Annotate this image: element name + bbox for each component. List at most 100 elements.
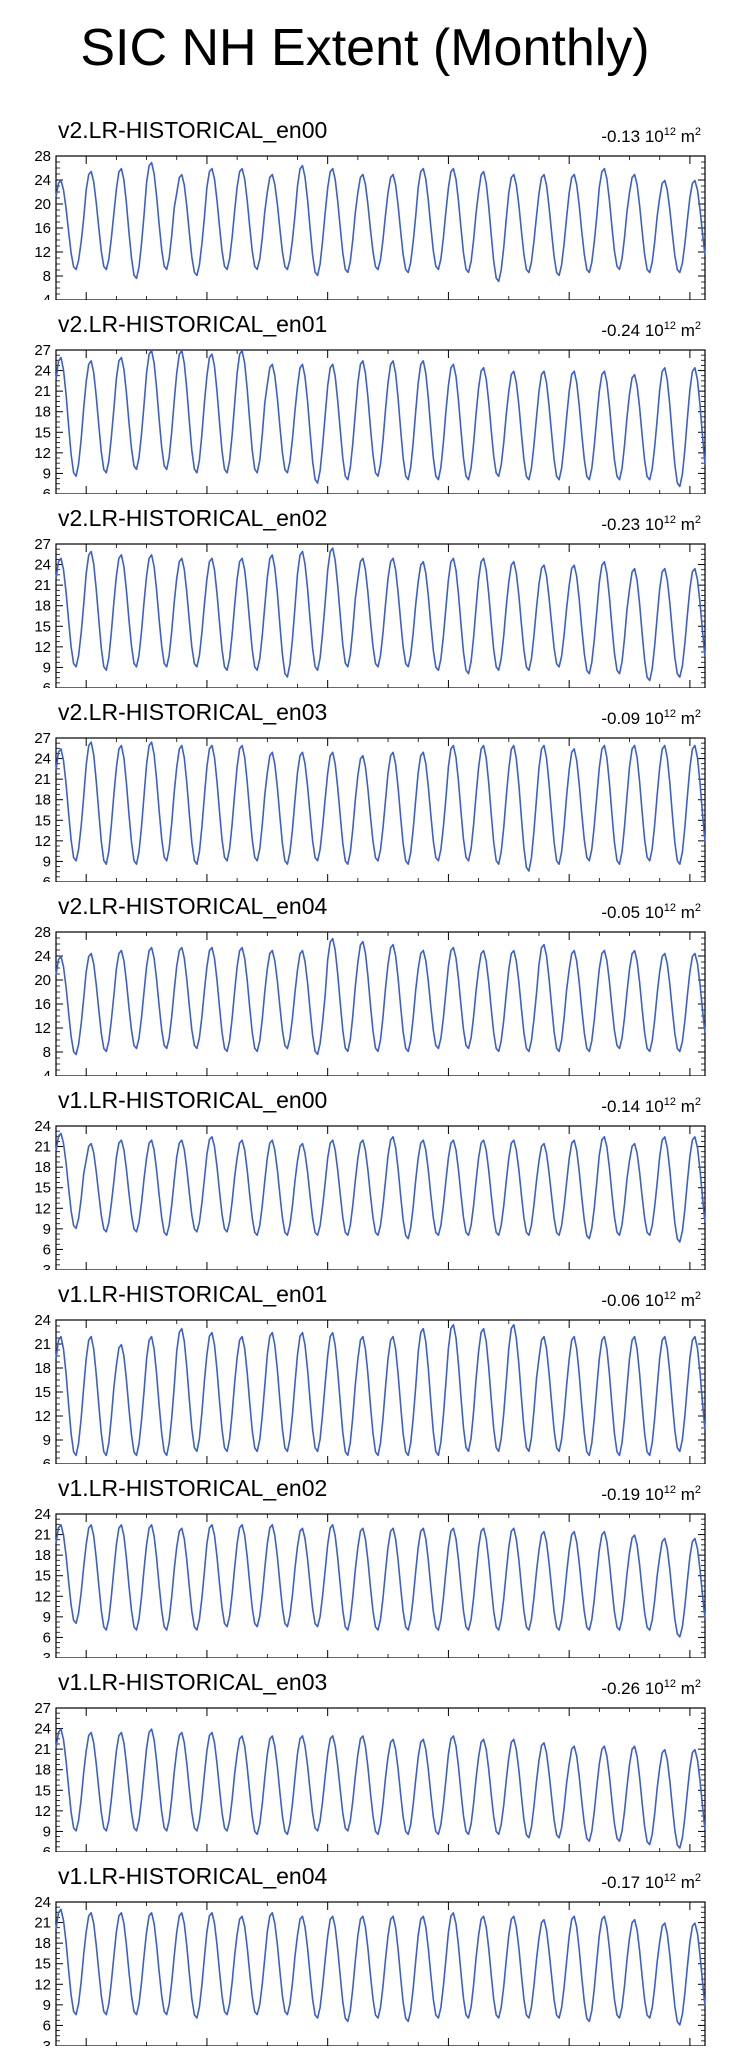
y-tick-label: 15 [34, 1568, 51, 1585]
trend-value: -0.14 10 [601, 1097, 663, 1116]
y-tick-label: 6 [43, 1241, 51, 1258]
y-tick-label: 4 [43, 292, 51, 300]
y-tick-label: 15 [34, 424, 51, 441]
y-tick-label: 24 [34, 363, 51, 380]
chart-panel-2: v2.LR-HISTORICAL_en02-0.23 1012 m2691215… [34, 505, 706, 688]
y-tick-label: 27 [34, 536, 51, 553]
series-line [55, 1132, 706, 1243]
trend-value: -0.19 10 [601, 1485, 663, 1504]
panel-title: v2.LR-HISTORICAL_en04 [58, 893, 328, 919]
trend-exponent: 12 [664, 1484, 676, 1496]
y-tick-label: 27 [34, 1700, 51, 1717]
y-tick-label: 20 [34, 196, 51, 213]
y-tick-label: 12 [34, 445, 51, 462]
y-tick-label: 24 [34, 1721, 51, 1738]
trend-unit: m [676, 1873, 695, 1892]
panel-title: v2.LR-HISTORICAL_en02 [58, 505, 327, 531]
y-tick-label: 21 [34, 1139, 51, 1156]
y-tick-label: 21 [34, 1915, 51, 1932]
y-tick-label: 6 [43, 1629, 51, 1646]
y-tick-label: 16 [34, 220, 51, 237]
trend-value: -0.23 10 [601, 515, 663, 534]
trend-value: -0.26 10 [601, 1679, 663, 1698]
y-tick-label: 3 [43, 1262, 51, 1270]
y-tick-label: 18 [34, 1547, 51, 1564]
trend-value: -0.13 10 [601, 127, 663, 146]
trend-unit-power: 2 [695, 1872, 701, 1884]
trend-unit: m [676, 1097, 695, 1116]
chart-panel-5: v1.LR-HISTORICAL_en00-0.14 1012 m2369121… [34, 1087, 706, 1270]
y-tick-label: 18 [34, 1360, 51, 1377]
y-tick-label: 9 [43, 1432, 51, 1449]
y-tick-label: 12 [34, 1588, 51, 1605]
y-tick-label: 6 [43, 1844, 51, 1852]
trend-unit-power: 2 [695, 902, 701, 914]
y-tick-label: 18 [34, 792, 51, 809]
trend-exponent: 12 [664, 1290, 676, 1302]
panel-title: v1.LR-HISTORICAL_en02 [58, 1475, 327, 1501]
y-tick-label: 12 [34, 1803, 51, 1820]
y-tick-label: 24 [34, 1894, 51, 1911]
series-line [55, 937, 706, 1056]
y-tick-label: 6 [43, 486, 51, 494]
trend-exponent: 12 [664, 708, 676, 720]
y-tick-label: 24 [34, 948, 51, 965]
panel-title: v1.LR-HISTORICAL_en03 [58, 1669, 327, 1695]
y-tick-label: 3 [43, 2038, 51, 2046]
y-tick-label: 21 [34, 577, 51, 594]
trend-unit-power: 2 [695, 708, 701, 720]
y-tick-label: 20 [34, 972, 51, 989]
trend-label: -0.13 1012 m2 [601, 126, 701, 146]
trend-unit-power: 2 [695, 1678, 701, 1690]
y-tick-label: 6 [43, 680, 51, 688]
panel-title: v2.LR-HISTORICAL_en00 [58, 117, 327, 143]
plot-frame [55, 349, 706, 494]
y-tick-label: 24 [34, 1506, 51, 1523]
series-line [55, 1908, 706, 2026]
y-tick-label: 9 [43, 1609, 51, 1626]
trend-label: -0.23 1012 m2 [601, 514, 701, 534]
page-title: SIC NH Extent (Monthly) [80, 19, 650, 77]
y-tick-label: 18 [34, 1159, 51, 1176]
trend-unit: m [676, 903, 695, 922]
series-line [55, 161, 706, 283]
trend-label: -0.14 1012 m2 [601, 1096, 701, 1116]
panel-title: v1.LR-HISTORICAL_en01 [58, 1281, 327, 1307]
y-tick-label: 15 [34, 1956, 51, 1973]
chart-panel-6: v1.LR-HISTORICAL_en01-0.06 1012 m2691215… [34, 1281, 706, 1464]
series-line [55, 1323, 706, 1457]
y-tick-label: 21 [34, 1527, 51, 1544]
y-tick-label: 12 [34, 1408, 51, 1425]
y-tick-label: 15 [34, 1384, 51, 1401]
y-tick-label: 12 [34, 1976, 51, 1993]
y-tick-label: 9 [43, 1221, 51, 1238]
trend-exponent: 12 [664, 320, 676, 332]
panel-title: v1.LR-HISTORICAL_en04 [58, 1863, 328, 1889]
trend-value: -0.05 10 [601, 903, 663, 922]
y-tick-label: 24 [34, 172, 51, 189]
y-tick-label: 6 [43, 874, 51, 882]
series-line [55, 1523, 706, 1638]
trend-label: -0.24 1012 m2 [601, 320, 701, 340]
chart-panel-8: v1.LR-HISTORICAL_en03-0.26 1012 m2691215… [34, 1669, 706, 1852]
y-tick-label: 16 [34, 996, 51, 1013]
y-tick-label: 12 [34, 639, 51, 656]
series-line [55, 349, 706, 488]
y-tick-label: 18 [34, 1762, 51, 1779]
y-tick-label: 24 [34, 557, 51, 574]
trend-value: -0.17 10 [601, 1873, 663, 1892]
trend-label: -0.05 1012 m2 [601, 902, 701, 922]
y-tick-label: 15 [34, 1180, 51, 1197]
y-tick-label: 28 [34, 924, 51, 941]
trend-exponent: 12 [664, 1872, 676, 1884]
chart-panel-0: v2.LR-HISTORICAL_en00-0.13 1012 m2481216… [34, 117, 706, 300]
y-tick-label: 9 [43, 853, 51, 870]
panel-title: v2.LR-HISTORICAL_en03 [58, 699, 327, 725]
panel-title: v1.LR-HISTORICAL_en00 [58, 1087, 327, 1113]
trend-unit-power: 2 [695, 1096, 701, 1108]
y-tick-label: 27 [34, 342, 51, 359]
trend-value: -0.09 10 [601, 709, 663, 728]
y-tick-label: 18 [34, 598, 51, 615]
y-tick-label: 21 [34, 771, 51, 788]
